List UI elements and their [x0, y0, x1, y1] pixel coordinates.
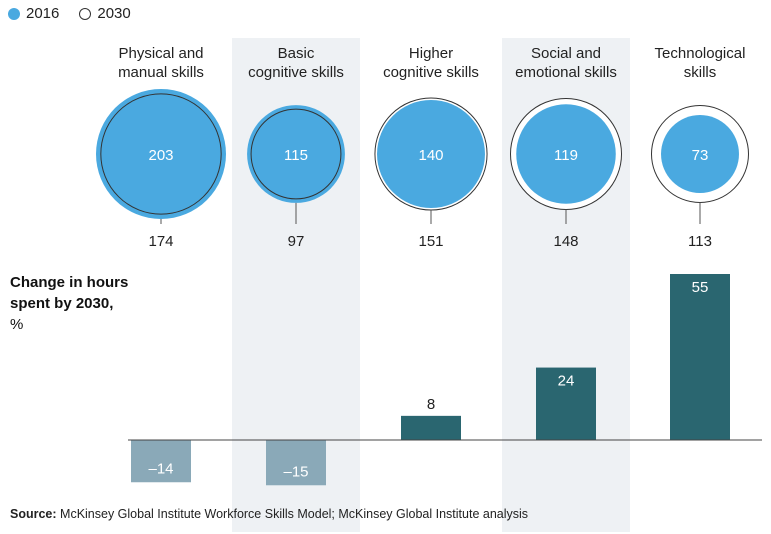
bar-label-2: 8 [427, 396, 435, 413]
bar-0 [131, 440, 191, 483]
bubble-2016-0 [96, 89, 226, 219]
source-text: McKinsey Global Institute Workforce Skil… [60, 507, 529, 521]
bar-label-0: –14 [148, 460, 173, 477]
legend-label-2016: 2016 [26, 5, 60, 22]
category-label-2-line-1: cognitive skills [383, 64, 479, 81]
bubble-value-2016-1: 115 [284, 147, 308, 164]
legend-swatch-2016 [8, 7, 20, 20]
bubble-value-2030-1: 97 [288, 233, 305, 250]
category-label-3-line-1: emotional skills [515, 64, 617, 81]
legend-item-2016: 2016 [8, 5, 59, 22]
bar-axis-label-unit: % [10, 316, 24, 333]
bar-label-4: 55 [692, 279, 709, 296]
bubble-2030-0 [100, 93, 222, 215]
bubble-2016-4 [661, 115, 739, 193]
bar-1 [266, 440, 326, 486]
category-label-4-line-0: Technological [655, 45, 746, 62]
category-label-3-line-0: Social and [531, 45, 601, 62]
category-label-1-line-0: Basic [278, 45, 315, 62]
bubble-value-2016-2: 140 [418, 147, 443, 164]
bubble-value-2030-3: 148 [553, 233, 578, 250]
bar-label-1: –15 [283, 463, 308, 480]
bar-axis-label: Change in hours spent by 2030, % [10, 272, 130, 335]
bar-axis-label-main: Change in hours spent by 2030, [10, 274, 129, 312]
legend-label-2030: 2030 [97, 5, 131, 22]
bubble-value-2030-2: 151 [418, 233, 443, 250]
bubble-value-2016-3: 119 [554, 147, 578, 164]
bar-2 [401, 415, 461, 440]
bubble-2030-1 [250, 108, 342, 200]
bar-4 [670, 274, 730, 440]
bubble-value-2016-0: 203 [148, 147, 173, 164]
category-label-4-line-1: skills [684, 64, 717, 81]
bar-label-3: 24 [558, 373, 575, 390]
bubble-value-2030-4: 113 [688, 233, 712, 250]
bar-3 [536, 367, 596, 440]
category-label-2-line-0: Higher [409, 45, 453, 62]
bubble-2016-1 [247, 105, 345, 203]
category-label-0-line-0: Physical and [118, 45, 203, 62]
bubble-value-2016-4: 73 [692, 147, 709, 164]
legend-item-2030: 2030 [79, 5, 131, 22]
bubble-value-2030-0: 174 [148, 233, 173, 250]
source-label: Source: [10, 507, 57, 521]
bubble-2016-2 [377, 100, 485, 208]
legend: 2016 2030 [8, 5, 151, 22]
bubble-2016-3 [516, 104, 616, 204]
category-label-0-line-1: manual skills [118, 64, 204, 81]
source-note: Source: McKinsey Global Institute Workfo… [10, 507, 528, 521]
category-label-1-line-1: cognitive skills [248, 64, 344, 81]
legend-swatch-2030 [79, 7, 92, 20]
